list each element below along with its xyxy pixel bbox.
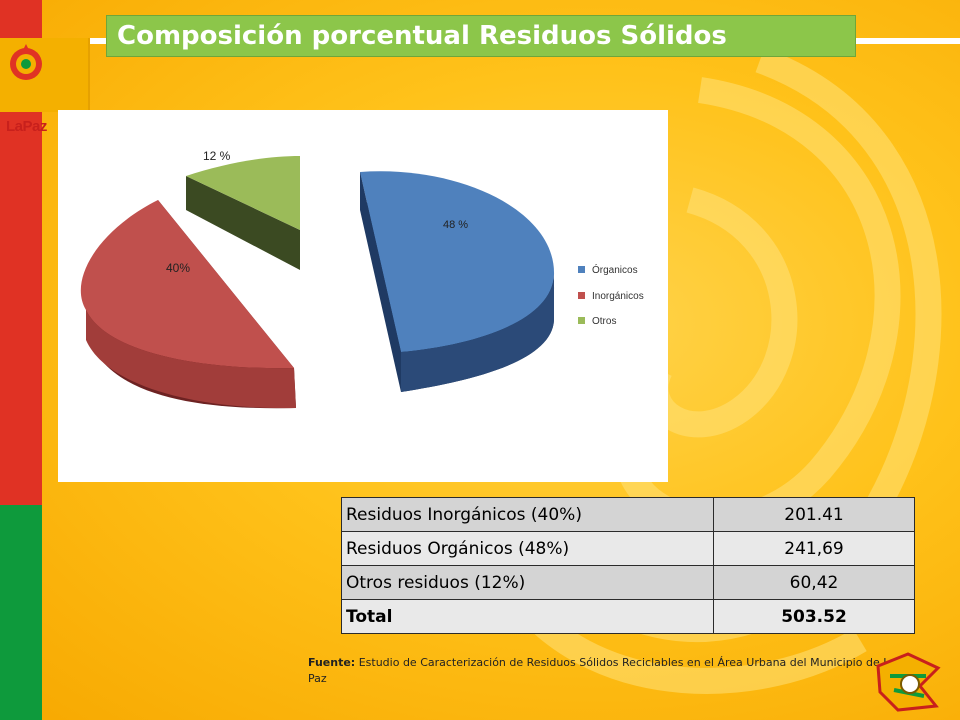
logo-text: LaPaz: [6, 118, 47, 135]
legend-label-otros: Otros: [592, 316, 616, 327]
table-total-label: Total: [341, 599, 714, 634]
table-row: Residuos Inorgánicos (40%) 201.41: [341, 497, 915, 532]
top-rule-right: [856, 38, 960, 44]
flag-green-band: [0, 505, 42, 720]
legend-swatch-inorganicos: [578, 292, 585, 299]
data-label-inorganicos: 40%: [166, 261, 190, 275]
legend-label-organicos: Órganicos: [592, 263, 638, 276]
table-cell-value: 241,69: [713, 531, 915, 566]
data-label-organicos: 48 %: [443, 219, 468, 231]
la-paz-logo: LaPaz: [0, 38, 90, 135]
pie-slice-inorganicos: [80, 200, 296, 409]
legend-swatch-organicos: [578, 266, 585, 273]
pie-slice-otros: [186, 156, 300, 270]
table-cell-label: Residuos Orgánicos (48%): [341, 531, 714, 566]
legend-label-inorganicos: Inorgánicos: [592, 291, 644, 302]
pie-chart: 48 % 40% 12 % Órganicos Inorgánicos Otro…: [80, 149, 644, 409]
legend-swatch-otros: [578, 317, 585, 324]
pie-chart-panel: 48 % 40% 12 % Órganicos Inorgánicos Otro…: [58, 110, 668, 482]
title-bar: Composición porcentual Residuos Sólidos: [106, 15, 856, 57]
source-note: Fuente: Estudio de Caracterización de Re…: [308, 655, 918, 687]
table-cell-label: Otros residuos (12%): [341, 565, 714, 600]
table-cell-label: Residuos Inorgánicos (40%): [341, 497, 714, 532]
source-text: Estudio de Caracterización de Residuos S…: [308, 656, 897, 685]
table-cell-value: 201.41: [713, 497, 915, 532]
table-total-value: 503.52: [713, 599, 915, 634]
table-row: Residuos Orgánicos (48%) 241,69: [341, 531, 915, 566]
chart-legend: Órganicos Inorgánicos Otros: [578, 263, 644, 327]
table-cell-value: 60,42: [713, 565, 915, 600]
waste-data-table: Residuos Inorgánicos (40%) 201.41 Residu…: [341, 497, 915, 634]
page-title: Composición porcentual Residuos Sólidos: [117, 21, 727, 51]
la-paz-emblem-icon: [10, 44, 42, 80]
pie-slice-organicos: [360, 171, 555, 392]
recycling-badge-icon: [876, 652, 941, 712]
table-row: Otros residuos (12%) 60,42: [341, 565, 915, 600]
data-label-otros: 12 %: [203, 149, 231, 163]
source-prefix: Fuente:: [308, 656, 356, 669]
table-total-row: Total 503.52: [341, 599, 915, 634]
